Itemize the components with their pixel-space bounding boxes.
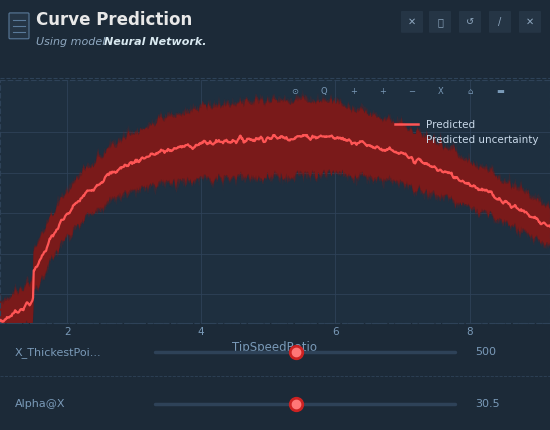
Text: 500: 500: [475, 347, 496, 357]
Text: ↺: ↺: [466, 17, 474, 27]
Text: Curve Prediction: Curve Prediction: [36, 11, 192, 29]
FancyBboxPatch shape: [459, 11, 481, 33]
Text: ✕: ✕: [526, 17, 534, 27]
Text: Neural Network.: Neural Network.: [104, 37, 206, 47]
FancyBboxPatch shape: [429, 11, 451, 33]
Text: 30.5: 30.5: [475, 399, 499, 409]
Text: X_ThickestPoi...: X_ThickestPoi...: [15, 347, 102, 358]
Text: /: /: [498, 17, 502, 27]
X-axis label: TipSpeedRatio: TipSpeedRatio: [233, 341, 317, 354]
FancyBboxPatch shape: [489, 11, 511, 33]
Text: ✕: ✕: [408, 17, 416, 27]
Text: Using model: Using model: [36, 37, 112, 47]
Text: ⤢: ⤢: [437, 17, 443, 27]
Legend: Predicted, Predicted uncertainty: Predicted, Predicted uncertainty: [392, 117, 542, 148]
FancyBboxPatch shape: [401, 11, 423, 33]
Text: Alpha@X: Alpha@X: [15, 399, 65, 409]
FancyBboxPatch shape: [519, 11, 541, 33]
FancyBboxPatch shape: [9, 13, 29, 39]
